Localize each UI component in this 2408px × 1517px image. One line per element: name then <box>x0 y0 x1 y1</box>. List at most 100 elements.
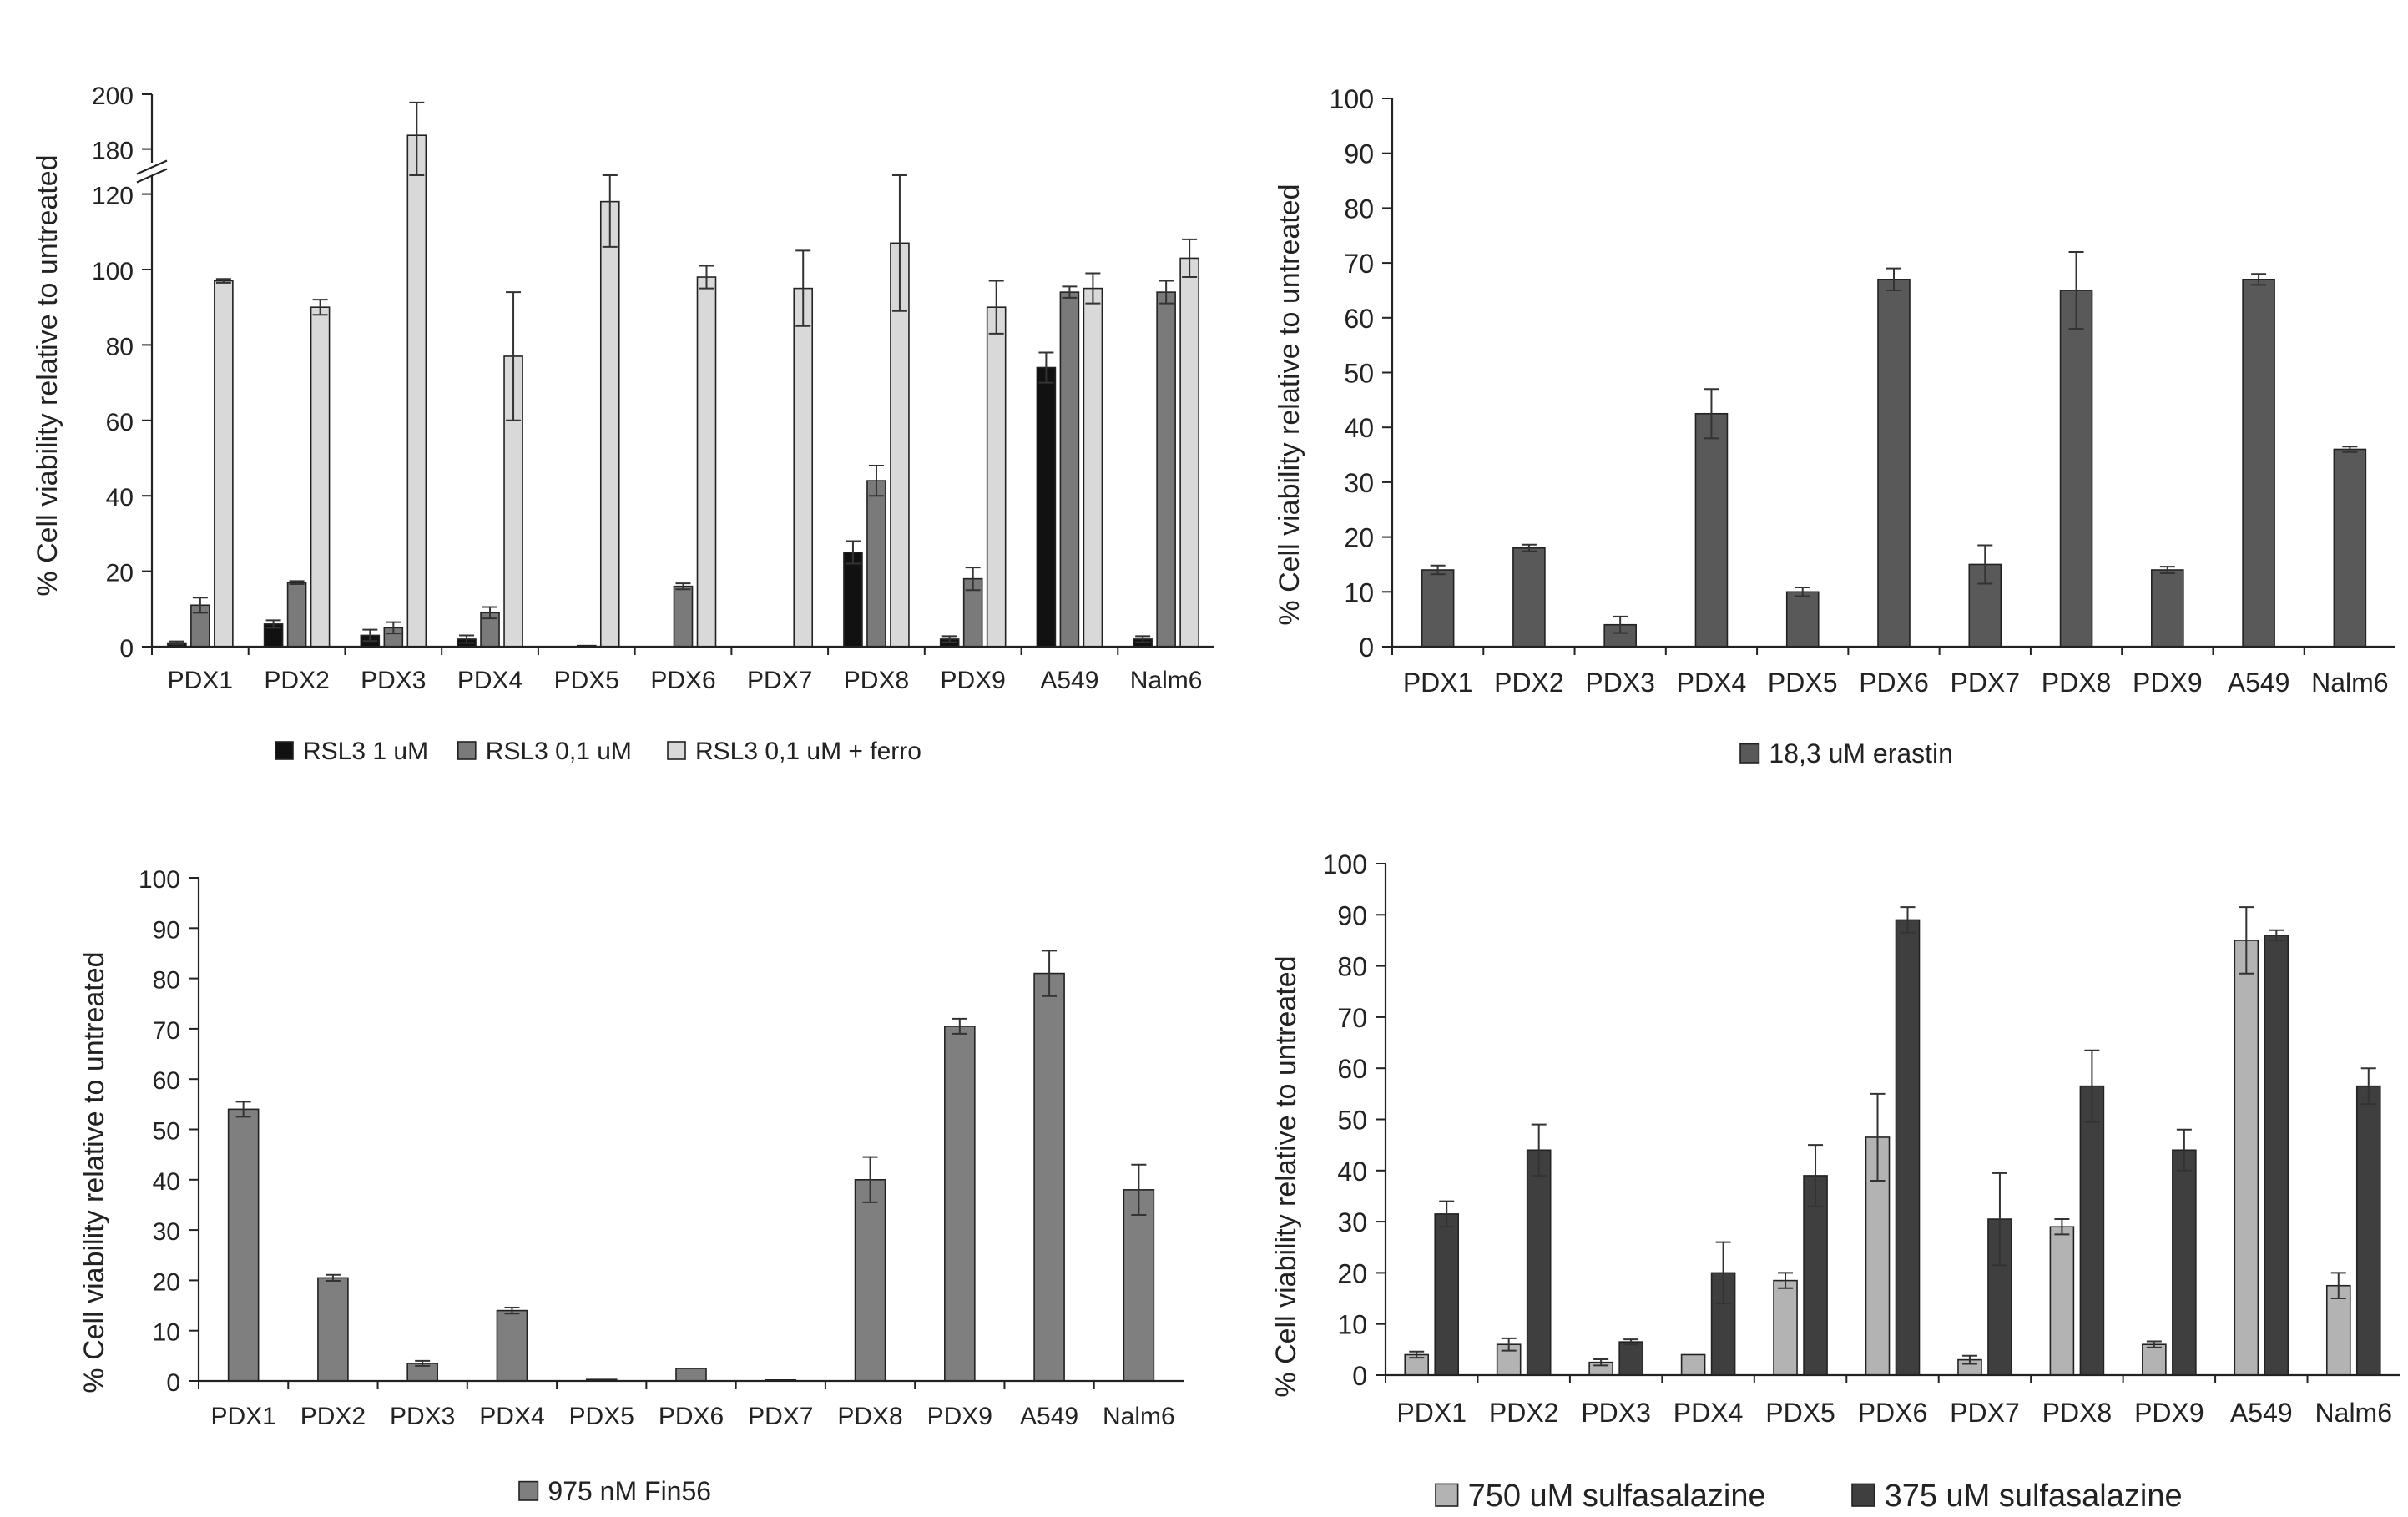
x-axis: PDX1 PDX2 PDX3 PDX4 PDX5 PDX6 PDX7 PDX8 PDX9 A549… <box>1391 645 2395 698</box>
plot-area <box>167 101 1199 648</box>
y-tick-label: 50 <box>1337 1106 1367 1136</box>
x-tick-label: PDX7 <box>748 1403 813 1430</box>
bar <box>2242 279 2275 648</box>
y-tick-label: 100 <box>92 258 134 285</box>
y-tick-label: 0 <box>119 635 134 663</box>
legend-label: 18,3 uM erastin <box>1769 738 1953 769</box>
x-tick-label: PDX7 <box>1950 1398 2020 1428</box>
bar <box>696 276 717 648</box>
y-tick-label: 30 <box>153 1218 180 1246</box>
x-axis: PDX1 PDX2 PDX3 PDX4 PDX5 PDX6 PDX7 PDX8 PDX9 A549… <box>1385 1373 2400 1428</box>
y-axis: 0 10 20 30 40 50 60 70 80 90 100 <box>139 866 200 1397</box>
x-tick-label: PDX2 <box>264 667 329 694</box>
bar <box>1156 291 1176 648</box>
chart-erastin: 0 10 20 30 40 50 60 70 80 90 100 % Cell viability … <box>1274 84 2395 769</box>
x-tick-label: PDX8 <box>2042 668 2112 698</box>
bar <box>1785 591 1820 648</box>
bar <box>1877 279 1911 648</box>
y-tick-label: 10 <box>1337 1310 1367 1340</box>
y-tick-label: 20 <box>106 560 134 587</box>
legend: RSL3 1 uM RSL3 0,1 uM RSL3 0,1 uM + ferro <box>275 738 921 765</box>
x-tick-label: PDX1 <box>210 1403 275 1430</box>
bar <box>675 1368 707 1382</box>
y-tick-label: 40 <box>153 1168 180 1196</box>
bar <box>793 287 814 648</box>
x-tick-label: PDX1 <box>168 667 233 694</box>
bar <box>1179 257 1199 648</box>
y-tick-label: 70 <box>1337 1003 1367 1033</box>
x-tick-label: PDX6 <box>650 667 715 694</box>
bar <box>214 280 234 648</box>
x-tick-label: PDX2 <box>300 1403 366 1430</box>
y-tick-label: 90 <box>153 916 180 944</box>
bar <box>1434 1213 1460 1376</box>
x-tick-label: A549 <box>2230 1398 2293 1428</box>
legend-label: 375 uM sulfasalazine <box>1885 1479 2183 1514</box>
y-tick-label: 80 <box>1344 194 1374 224</box>
y-tick-label: 60 <box>106 409 134 436</box>
x-tick-label: Nalm6 <box>1130 667 1203 694</box>
x-tick-label: PDX8 <box>844 667 909 694</box>
x-tick-label: A549 <box>1040 667 1098 694</box>
x-tick-label: PDX1 <box>1403 668 1473 698</box>
y-tick-label: 200 <box>92 83 134 110</box>
y-tick-label: 100 <box>1330 84 1374 114</box>
axis-break-mark <box>136 159 168 175</box>
x-tick-label: PDX9 <box>927 1403 992 1430</box>
legend-label: 750 uM sulfasalazine <box>1468 1479 1766 1514</box>
y-tick-label: 20 <box>1337 1258 1367 1288</box>
y-tick-label: 40 <box>106 484 134 512</box>
x-tick-label: PDX7 <box>1950 668 2020 698</box>
x-tick-label: A549 <box>2228 668 2290 698</box>
bar <box>1710 1272 1736 1376</box>
x-tick-label: PDX3 <box>1581 1398 1651 1428</box>
x-tick-label: PDX2 <box>1494 668 1564 698</box>
x-tick-label: PDX3 <box>1585 668 1655 698</box>
y-axis: 0 10 20 30 40 50 60 70 80 90 100 <box>1330 84 1394 663</box>
legend-swatch <box>1851 1483 1875 1507</box>
y-tick-label: 60 <box>1337 1054 1367 1084</box>
y-tick-label: 70 <box>1344 249 1374 279</box>
chart-fin56: 0 10 20 30 40 50 60 70 80 90 100 % Cell viability … <box>78 866 1184 1506</box>
y-axis-label: % Cell viability relative to untreated <box>1274 184 1305 625</box>
x-tick-label: PDX6 <box>1858 1398 1928 1428</box>
bar <box>2142 1343 2167 1376</box>
y-tick-label: 40 <box>1344 413 1374 443</box>
bar <box>1123 1189 1155 1382</box>
x-tick-label: PDX8 <box>2042 1398 2113 1428</box>
x-tick-label: PDX7 <box>747 667 812 694</box>
x-tick-label: PDX9 <box>2134 1398 2204 1428</box>
y-tick-label: 0 <box>166 1369 180 1397</box>
bar <box>2172 1149 2197 1376</box>
y-tick-label: 40 <box>1337 1157 1367 1187</box>
bar <box>854 1178 886 1382</box>
y-axis-label: % Cell viability relative to untreated <box>32 154 63 596</box>
legend: 975 nM Fin56 <box>518 1476 711 1506</box>
bar <box>2151 569 2184 648</box>
legend-label: RSL3 1 uM <box>303 738 428 765</box>
x-tick-label: PDX3 <box>361 667 426 694</box>
plot-area <box>227 950 1155 1382</box>
x-tick-label: PDX5 <box>1768 668 1838 698</box>
legend: 750 uM sulfasalazine 375 uM sulfasalazine <box>1435 1479 2183 1514</box>
y-axis-label: % Cell viability relative to untreated <box>78 951 110 1393</box>
y-tick-label: 100 <box>1323 849 1367 879</box>
legend-swatch <box>518 1480 539 1501</box>
bar <box>310 306 331 648</box>
bar <box>944 1026 976 1382</box>
x-tick-label: A549 <box>1020 1403 1078 1430</box>
legend-label: RSL3 0,1 uM + ferro <box>695 738 921 765</box>
x-tick-label: PDX4 <box>457 667 522 694</box>
y-tick-label: 20 <box>1344 523 1374 553</box>
bar <box>1033 972 1065 1382</box>
bar <box>843 552 863 648</box>
chart-sulfasalazine: 0 10 20 30 40 50 60 70 80 90 100 % Cell viability … <box>1270 849 2400 1514</box>
x-tick-label: Nalm6 <box>2315 1398 2392 1428</box>
bar <box>1526 1149 1552 1376</box>
x-tick-label: PDX6 <box>659 1403 724 1430</box>
bar <box>2059 290 2093 648</box>
bar <box>2355 1085 2381 1376</box>
y-tick-label: 80 <box>153 967 180 995</box>
x-tick-label: PDX4 <box>1673 1398 1744 1428</box>
x-tick-label: PDX8 <box>837 1403 902 1430</box>
